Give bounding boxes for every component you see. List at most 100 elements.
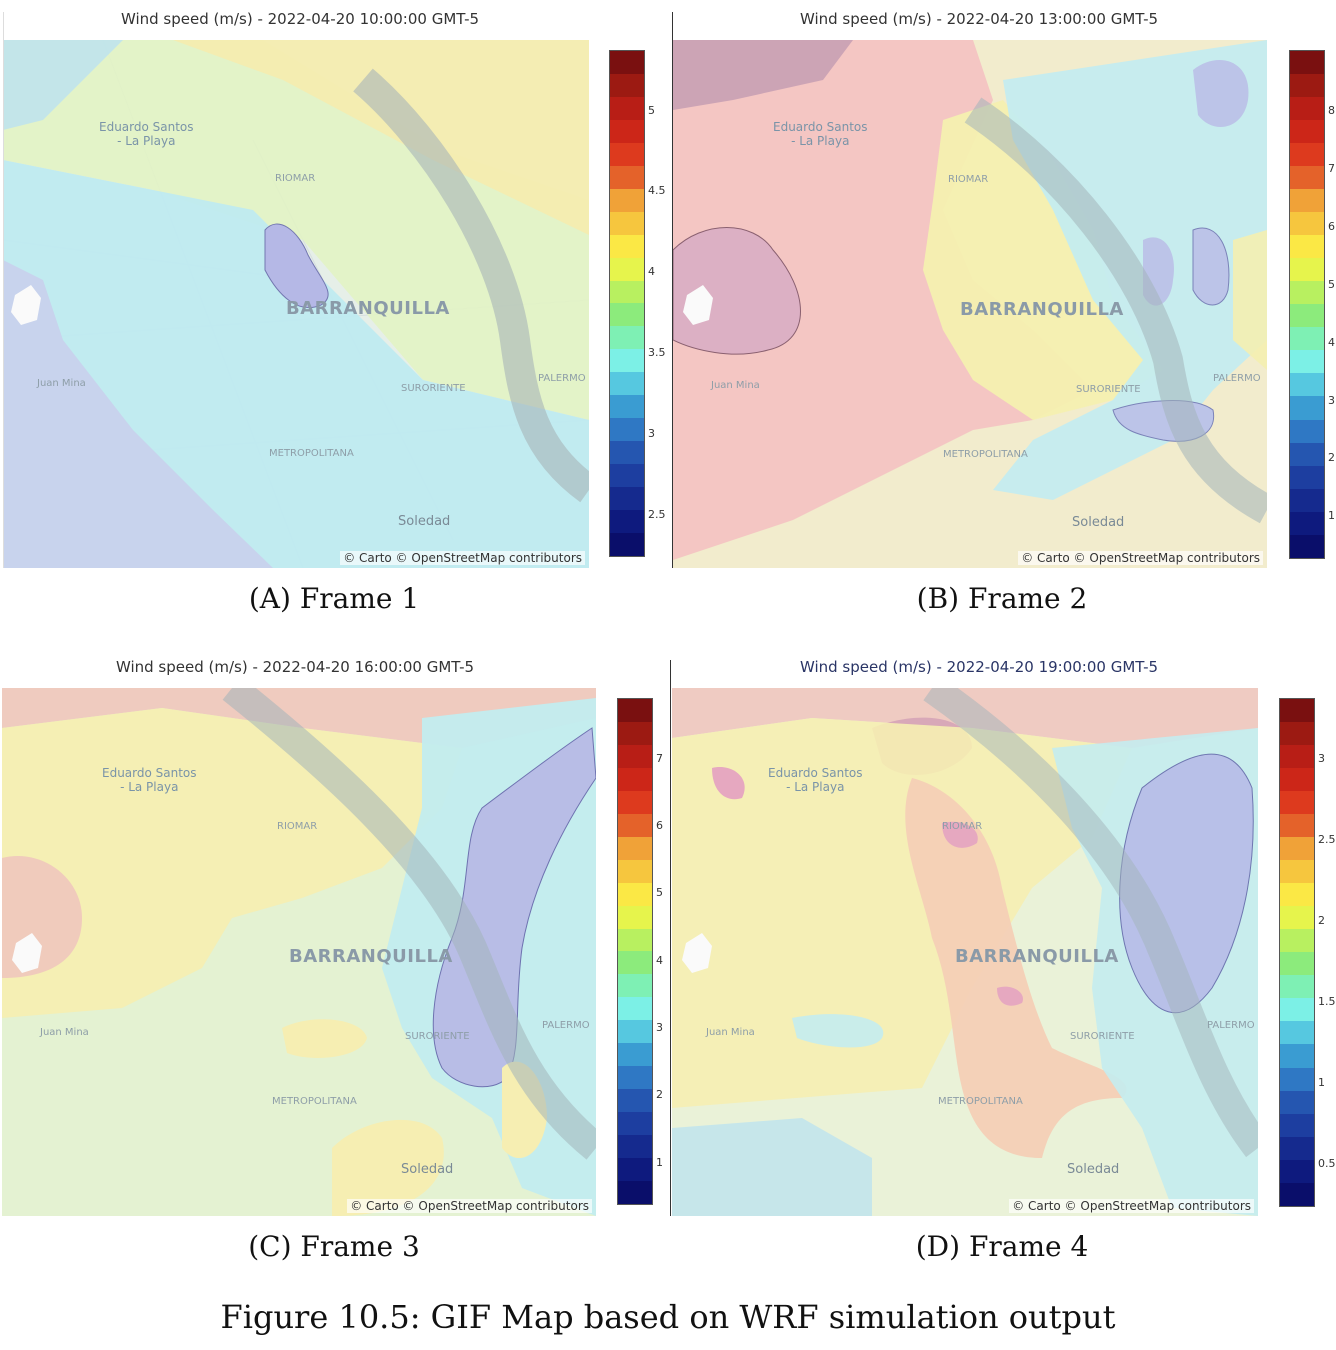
colorbar-segment	[618, 1112, 652, 1136]
colorbar-segment	[610, 510, 644, 534]
place-label-metropolitana: METROPOLITANA	[943, 449, 1028, 460]
caption-letter: C	[259, 1230, 281, 1263]
figure-caption-text: GIF Map based on WRF simulation output	[430, 1298, 1116, 1336]
colorbar-segment	[1290, 51, 1324, 75]
colorbar	[617, 698, 653, 1205]
wind-speed-map[interactable]: Eduardo Santos - La Playa RIOMAR BARRANQ…	[3, 40, 589, 568]
caption-text: Frame 2	[968, 582, 1088, 615]
colorbar-segment	[1280, 837, 1314, 861]
colorbar-segment	[610, 51, 644, 74]
colorbar-segment	[1280, 1090, 1314, 1114]
colorbar-segment	[618, 974, 652, 998]
colorbar-tick-label: 4	[656, 953, 663, 967]
map-attribution[interactable]: © Carto © OpenStreetMap contributors	[340, 551, 585, 565]
place-label-line: - La Playa	[117, 134, 176, 148]
wind-speed-map[interactable]: Eduardo Santos - La Playa RIOMAR BARRANQ…	[672, 688, 1258, 1216]
colorbar	[1289, 50, 1325, 559]
colorbar-tick-label: 3	[1318, 751, 1325, 765]
caption-letter: B	[927, 582, 949, 615]
place-label-palermo: PALERMO	[542, 1020, 590, 1031]
colorbar-segment	[1290, 189, 1324, 213]
subfigure-caption: (D) Frame 4	[915, 1230, 1089, 1263]
panel-divider	[3, 12, 4, 568]
place-label-juan-mina: Juan Mina	[711, 380, 760, 391]
colorbar-segment	[618, 1020, 652, 1044]
colorbar-segment	[1290, 373, 1324, 397]
caption-letter: D	[926, 1230, 950, 1263]
map-attribution[interactable]: © Carto © OpenStreetMap contributors	[1009, 1199, 1254, 1213]
colorbar-segment	[1290, 350, 1324, 374]
wind-speed-map[interactable]: Eduardo Santos - La Playa RIOMAR BARRANQ…	[673, 40, 1267, 568]
place-label-metropolitana: METROPOLITANA	[269, 448, 354, 459]
place-label-juan-mina: Juan Mina	[706, 1027, 755, 1038]
colorbar-segment	[1280, 722, 1314, 746]
colorbar-segment	[1280, 1136, 1314, 1160]
colorbar-tick-label: 7	[656, 751, 663, 765]
colorbar-segment	[610, 234, 644, 258]
colorbar-segment	[1290, 120, 1324, 144]
colorbar-segment	[610, 280, 644, 304]
colorbar-tick-label: 5	[648, 103, 655, 117]
colorbar-segment	[1290, 212, 1324, 236]
wind-speed-map[interactable]: Eduardo Santos - La Playa RIOMAR BARRANQ…	[2, 688, 596, 1216]
colorbar-tick-label: 1.5	[1318, 995, 1336, 1009]
place-label-suroriente: SURORIENTE	[1076, 384, 1141, 395]
colorbar-segment	[618, 1089, 652, 1113]
colorbar-segment	[1280, 1044, 1314, 1068]
colorbar	[1279, 698, 1315, 1207]
colorbar-segment	[618, 744, 652, 768]
place-label-line: - La Playa	[120, 780, 179, 794]
colorbar-segment	[610, 441, 644, 465]
colorbar-tick-label: 1	[1328, 509, 1335, 523]
colorbar-tick-label: 0.5	[1318, 1157, 1336, 1171]
place-label-soledad: Soledad	[1067, 1162, 1120, 1177]
map-attribution[interactable]: © Carto © OpenStreetMap contributors	[347, 1199, 592, 1213]
colorbar-segment	[1280, 745, 1314, 769]
place-label-line: Eduardo Santos	[768, 766, 863, 780]
colorbar-tick-label: 2	[656, 1088, 663, 1102]
colorbar-segment	[1280, 699, 1314, 723]
colorbar-segment	[1290, 74, 1324, 98]
colorbar-segment	[610, 188, 644, 212]
map-title: Wind speed (m/s) - 2022-04-20 19:00:00 G…	[799, 658, 1159, 676]
colorbar-tick-label: 6	[1328, 219, 1335, 233]
colorbar-segment	[618, 1181, 652, 1204]
colorbar-segment	[1280, 906, 1314, 930]
colorbar-segment	[618, 951, 652, 975]
colorbar	[609, 50, 645, 557]
caption-letter: A	[259, 582, 280, 615]
colorbar-segment	[1280, 1113, 1314, 1137]
colorbar-segment	[610, 464, 644, 488]
map-attribution[interactable]: © Carto © OpenStreetMap contributors	[1018, 551, 1263, 565]
colorbar-segment	[610, 372, 644, 396]
colorbar-segment	[618, 1043, 652, 1067]
colorbar-tick-label: 5	[656, 886, 663, 900]
place-label-soledad: Soledad	[1072, 515, 1125, 530]
colorbar-segment	[610, 533, 644, 556]
colorbar-tick-label: 7	[1328, 161, 1335, 175]
colorbar-segment	[610, 395, 644, 419]
colorbar-segment	[1280, 1021, 1314, 1045]
colorbar-segment	[1290, 534, 1324, 558]
colorbar-tick-label: 4	[648, 265, 655, 279]
colorbar-segment	[618, 882, 652, 906]
colorbar-segment	[1280, 791, 1314, 815]
colorbar-tick-label: 6	[656, 818, 663, 832]
figure-caption-label: Figure 10.5:	[220, 1298, 421, 1336]
colorbar-segment	[610, 73, 644, 97]
place-label-barranquilla: BARRANQUILLA	[289, 946, 453, 967]
colorbar-segment	[610, 211, 644, 235]
colorbar-segment	[1290, 511, 1324, 535]
colorbar-segment	[610, 257, 644, 281]
colorbar-tick-label: 3	[648, 426, 655, 440]
place-label-metropolitana: METROPOLITANA	[938, 1096, 1023, 1107]
colorbar-segment	[1280, 860, 1314, 884]
colorbar-segment	[1280, 883, 1314, 907]
colorbar-segment	[1290, 327, 1324, 351]
colorbar-segment	[610, 326, 644, 350]
colorbar-tick-label: 2.5	[648, 507, 666, 521]
colorbar-segment	[1290, 281, 1324, 305]
colorbar-segment	[618, 1066, 652, 1090]
place-label-riomar: RIOMAR	[948, 174, 989, 185]
colorbar-segment	[618, 721, 652, 745]
